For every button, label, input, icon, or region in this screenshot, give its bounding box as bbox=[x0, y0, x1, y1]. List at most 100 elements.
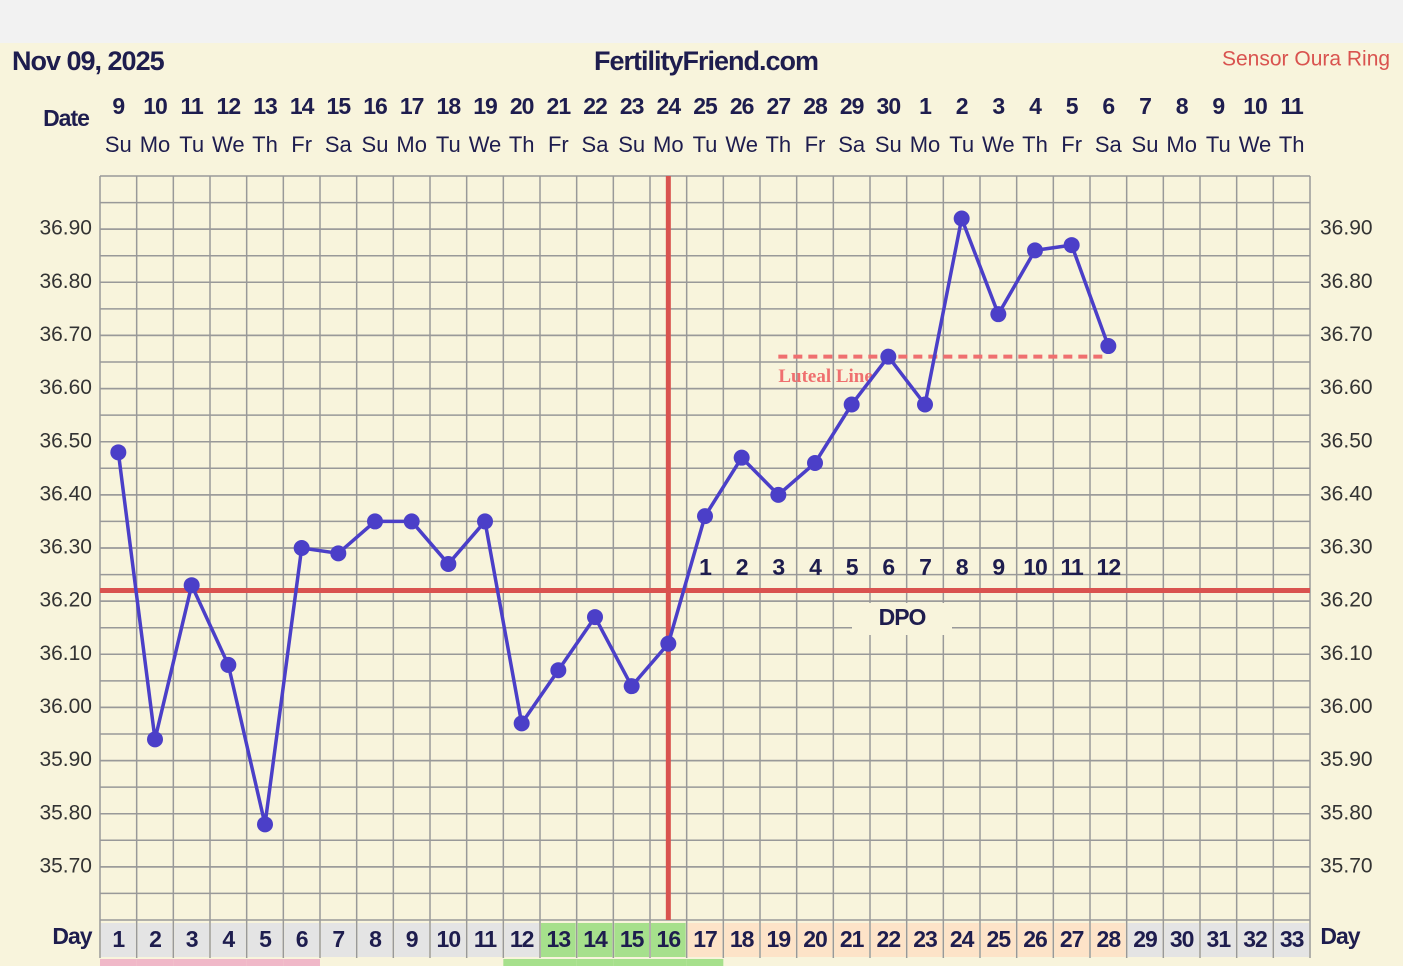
weekday: Mo bbox=[1166, 132, 1197, 157]
date: 22 bbox=[583, 93, 607, 119]
dpo-number: 3 bbox=[772, 554, 784, 580]
y-tick-label: 35.70 bbox=[39, 854, 92, 877]
day-cell bbox=[834, 923, 869, 957]
date: 2 bbox=[956, 93, 968, 119]
strip-cell bbox=[613, 959, 650, 966]
y2-tick-label: 36.00 bbox=[1320, 695, 1373, 718]
y-tick-label: 36.90 bbox=[39, 217, 92, 240]
date: 19 bbox=[473, 93, 497, 119]
day: 24 bbox=[950, 926, 975, 952]
date: 15 bbox=[327, 93, 352, 119]
temperature-point bbox=[550, 662, 567, 679]
date: 9 bbox=[1212, 93, 1224, 119]
dpo-number: 6 bbox=[882, 554, 894, 580]
date: 10 bbox=[143, 93, 167, 119]
date: 6 bbox=[1102, 93, 1114, 119]
day-cell bbox=[467, 923, 503, 957]
day: 1 bbox=[112, 926, 125, 952]
weekday: We bbox=[469, 132, 502, 157]
day: 32 bbox=[1243, 926, 1267, 952]
temperature-point bbox=[990, 306, 1007, 323]
dpo-number: 8 bbox=[956, 554, 969, 580]
y2-tick-label: 36.70 bbox=[1320, 323, 1373, 346]
day-cell bbox=[431, 923, 466, 957]
date-label: Date bbox=[43, 105, 89, 131]
day: 2 bbox=[149, 926, 161, 952]
day-cell bbox=[101, 923, 136, 957]
temperature-point bbox=[330, 545, 347, 562]
day: 15 bbox=[620, 926, 645, 952]
day-cell bbox=[944, 923, 979, 957]
day-cell bbox=[1201, 923, 1236, 957]
dpo-number: 4 bbox=[809, 554, 822, 580]
date: 18 bbox=[437, 93, 462, 119]
y-tick-label: 36.10 bbox=[39, 642, 92, 665]
weekday: We bbox=[1239, 132, 1272, 157]
weekday: Su bbox=[362, 132, 389, 157]
date: 14 bbox=[290, 93, 315, 119]
temperature-line bbox=[116, 212, 1110, 825]
date: 10 bbox=[1243, 93, 1267, 119]
y2-tick-label: 36.60 bbox=[1320, 376, 1373, 399]
day-cell bbox=[1127, 923, 1163, 957]
temperature-point bbox=[183, 577, 200, 594]
day-cell bbox=[247, 923, 283, 957]
dpo-number: 1 bbox=[699, 554, 712, 580]
y-tick-label: 36.80 bbox=[39, 270, 92, 293]
date: 9 bbox=[112, 93, 124, 119]
weekday: We bbox=[212, 132, 245, 157]
day-cell bbox=[907, 923, 943, 957]
strip-cell bbox=[503, 959, 540, 966]
date: 11 bbox=[1281, 93, 1305, 119]
y2-tick-label: 35.80 bbox=[1320, 801, 1373, 824]
y-tick-label: 35.90 bbox=[39, 748, 92, 771]
day-cell bbox=[577, 923, 613, 957]
weekday: Sa bbox=[838, 132, 866, 157]
day: 21 bbox=[840, 926, 865, 952]
day-cell bbox=[394, 923, 429, 957]
date: 20 bbox=[510, 93, 534, 119]
date: 4 bbox=[1029, 93, 1042, 119]
temperature-point bbox=[403, 513, 420, 530]
day-cell bbox=[1274, 923, 1309, 957]
y-tick-label: 36.30 bbox=[39, 536, 92, 559]
date: 24 bbox=[657, 93, 682, 119]
day-cell bbox=[651, 923, 686, 957]
y2-tick-label: 36.20 bbox=[1320, 589, 1373, 612]
temperature-point bbox=[953, 210, 970, 227]
day: 28 bbox=[1097, 926, 1122, 952]
day: 29 bbox=[1133, 926, 1157, 952]
day: 33 bbox=[1280, 926, 1304, 952]
weekday: Th bbox=[252, 132, 278, 157]
day-cell bbox=[614, 923, 649, 957]
weekday: Mo bbox=[140, 132, 171, 157]
day-cell bbox=[284, 923, 319, 957]
day-label: Day bbox=[1320, 923, 1360, 949]
temperature-point bbox=[513, 715, 530, 732]
day: 31 bbox=[1207, 926, 1232, 952]
temperature-point bbox=[843, 396, 860, 413]
day: 27 bbox=[1060, 926, 1084, 952]
day: 14 bbox=[583, 926, 608, 952]
temperature-point bbox=[697, 508, 713, 525]
date: 11 bbox=[181, 93, 205, 119]
day-cell bbox=[137, 923, 173, 957]
dpo-number: 10 bbox=[1023, 554, 1047, 580]
temperature-point bbox=[440, 555, 457, 572]
chart-date: Nov 09, 2025 bbox=[12, 46, 165, 76]
weekday: Fr bbox=[291, 132, 312, 157]
day: 12 bbox=[510, 926, 534, 952]
temperature-point bbox=[1027, 242, 1043, 259]
strip-cell bbox=[246, 959, 284, 966]
temperature-point bbox=[367, 513, 383, 530]
temperature-point bbox=[807, 454, 823, 471]
day-cell bbox=[174, 923, 209, 957]
day-cell bbox=[761, 923, 796, 957]
y-tick-label: 36.70 bbox=[39, 323, 92, 346]
y-tick-label: 36.00 bbox=[39, 695, 92, 718]
date: 3 bbox=[992, 93, 1004, 119]
day-cell bbox=[797, 923, 833, 957]
y2-tick-label: 36.40 bbox=[1320, 482, 1373, 505]
day: 4 bbox=[222, 926, 235, 952]
y2-tick-label: 36.30 bbox=[1320, 536, 1373, 559]
